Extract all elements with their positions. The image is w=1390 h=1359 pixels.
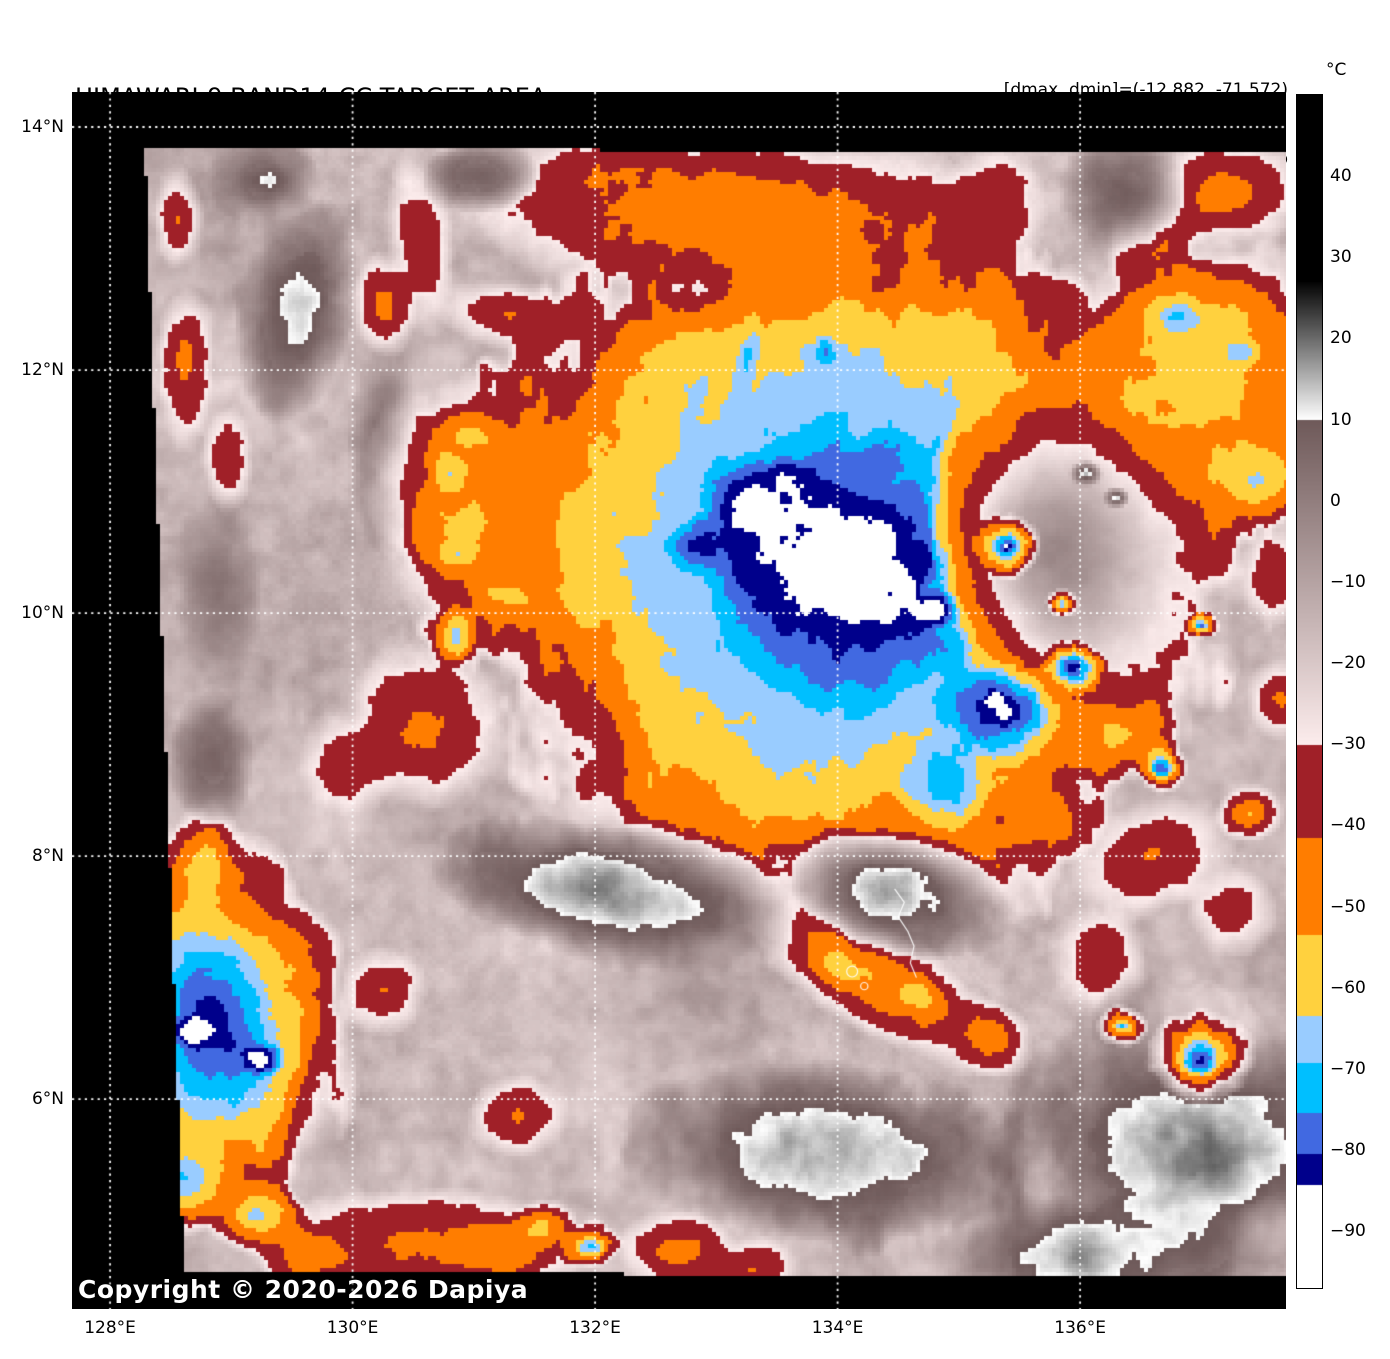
lon-tick-label: 132°E [569,1318,621,1338]
colorbar-tick-label: −60 [1330,977,1366,998]
colorbar-tick-label: −50 [1330,896,1366,917]
colorbar-tick-label: −30 [1330,734,1366,755]
lon-tick-label: 128°E [84,1318,136,1338]
colorbar-tick-label: −20 [1330,653,1366,674]
lat-tick-label: 12°N [21,360,64,381]
lat-tick-label: 8°N [31,846,64,867]
colorbar-tick-label: 20 [1330,328,1352,349]
colorbar-tick-label: −80 [1330,1140,1366,1161]
colorbar-tick-label: −70 [1330,1058,1366,1079]
colorbar-tick-label: −10 [1330,571,1366,592]
colorbar-tick-label: 10 [1330,409,1352,430]
satellite-image-canvas [72,92,1286,1309]
copyright-watermark: Copyright © 2020-2026 Dapiya [78,1275,529,1304]
map-plot: Copyright © 2020-2026 Dapiya [72,92,1286,1309]
colorbar-canvas [1297,95,1322,1288]
colorbar-tick-label: −40 [1330,815,1366,836]
colorbar-tick-label: −90 [1330,1221,1366,1242]
lon-tick-label: 136°E [1054,1318,1106,1338]
lat-tick-label: 6°N [31,1089,64,1110]
lat-tick-label: 14°N [21,116,64,137]
colorbar-tick-label: 40 [1330,166,1352,187]
lon-tick-label: 130°E [326,1318,379,1338]
colorbar [1296,94,1323,1289]
lon-tick-label: 134°E [811,1318,864,1338]
lat-tick-label: 10°N [21,603,64,624]
colorbar-tick-label: 0 [1330,490,1341,511]
colorbar-tick-label: 30 [1330,247,1352,268]
colorbar-unit-label: °C [1326,60,1347,80]
